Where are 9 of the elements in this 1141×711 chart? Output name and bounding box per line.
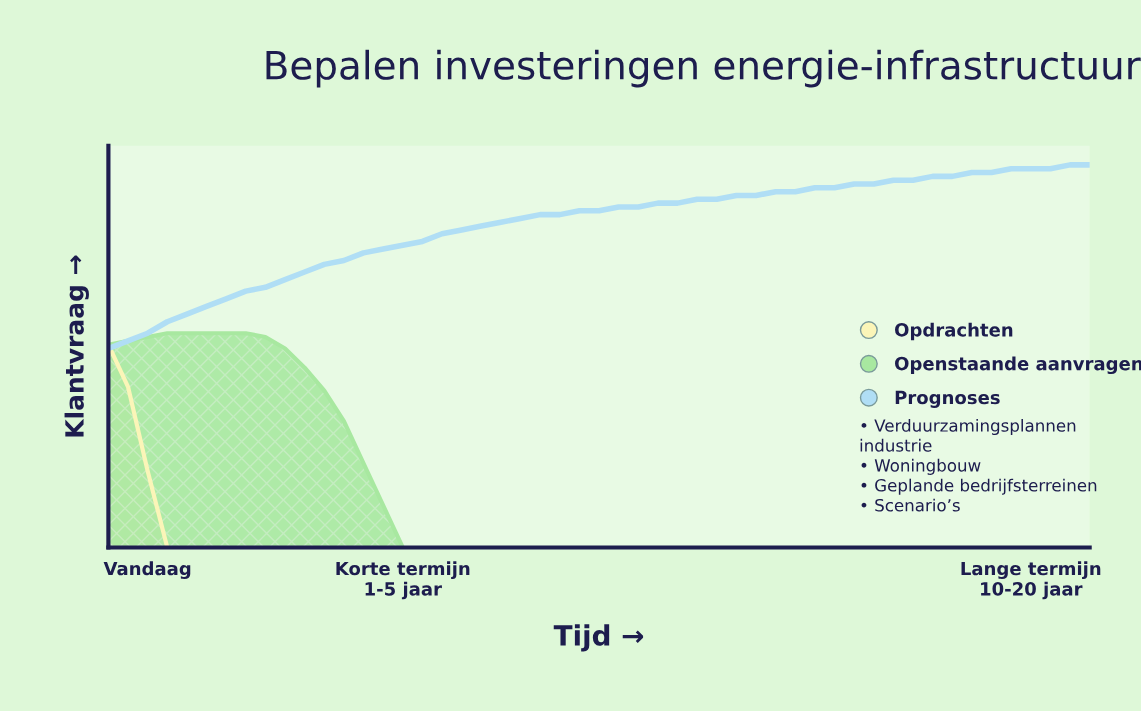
x-tick-label: Vandaag — [103, 561, 191, 579]
annotation: • Verduurzamingsplannen industrie • Woningbouw • Geplande bedrijfsterreinen • Scenario’s — [860, 418, 1097, 512]
legend-label: Prognoses — [895, 390, 1000, 408]
y-axis-title: Klantvraag → — [64, 255, 89, 437]
x-tick-label: Korte termijn 1-5 jaar — [336, 561, 470, 600]
x-axis-title: Tijd → — [553, 624, 644, 652]
chart-title: Bepalen investeringen energie-infrastructuur — [266, 49, 1141, 88]
legend-label: Opdrachten — [895, 322, 1013, 341]
x-tick-label: Lange termijn 10-20 jaar — [961, 561, 1101, 600]
